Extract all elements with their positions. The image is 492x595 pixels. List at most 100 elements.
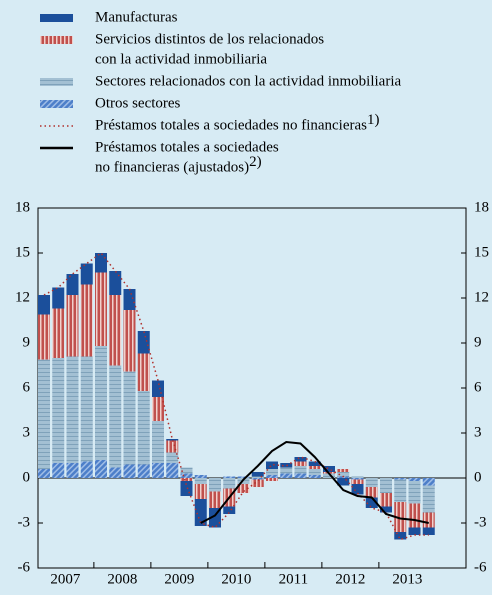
series-line [43, 251, 429, 541]
y-tick-label: -6 [18, 559, 31, 575]
bar-segment [365, 478, 378, 487]
bar-segment [152, 397, 164, 421]
x-tick-label: 2008 [107, 571, 137, 587]
bar-segment [109, 271, 122, 295]
bar-segment [80, 461, 93, 478]
bar-segment [408, 481, 421, 504]
legend-label: Otros sectores [95, 95, 181, 111]
bar-segment [209, 491, 221, 508]
bar-segment [365, 487, 378, 498]
y2-tick-label: -3 [474, 514, 487, 530]
bar-segment [80, 263, 93, 285]
bar-segment [280, 473, 293, 478]
legend-swatch [40, 14, 73, 22]
bar-segment [137, 464, 150, 478]
bar-segment [209, 478, 221, 492]
legend-swatch [40, 36, 73, 44]
bar-segment [180, 478, 193, 481]
bar-segment [251, 476, 264, 478]
bar-segment [337, 472, 350, 477]
bar-segment [38, 295, 50, 315]
bar-segment [394, 502, 407, 532]
x-tick-label: 2009 [164, 571, 194, 587]
bar-segment [380, 478, 392, 493]
bar-segment [123, 464, 136, 478]
bar-segment [109, 365, 122, 468]
bar-segment [223, 476, 236, 478]
bar-segment [95, 272, 107, 346]
legend-swatch [40, 100, 73, 108]
bar-segment [266, 475, 278, 478]
bar-segment [66, 274, 79, 295]
bar-segment [52, 463, 65, 478]
bar-segment [166, 463, 179, 478]
y2-tick-label: 12 [474, 289, 489, 305]
y-tick-label: 9 [23, 334, 31, 350]
x-tick-label: 2010 [221, 571, 251, 587]
bar-segment [123, 371, 136, 465]
bar-segment [95, 253, 107, 273]
legend-label: Manufacturas [95, 9, 178, 25]
bar-segment [237, 476, 250, 478]
bar-segment [38, 469, 50, 478]
bar-segment [66, 356, 79, 463]
legend-swatch [40, 78, 73, 86]
legend-label: Servicios distintos de los relacionados [95, 31, 324, 47]
bar-segment [223, 506, 236, 514]
bar-segment [251, 472, 264, 477]
y-tick-label: 3 [23, 424, 31, 440]
y2-tick-label: 18 [474, 199, 489, 215]
bar-segment [152, 421, 164, 463]
bar-segment [109, 467, 122, 478]
bar-segment [323, 473, 335, 478]
bar-segment [422, 485, 435, 513]
bar-segment [123, 310, 136, 372]
bar-segment [80, 284, 93, 357]
bar-segment [194, 478, 207, 484]
bar-segment [394, 478, 407, 480]
bar-segment [194, 475, 207, 478]
bar-segment [351, 479, 364, 484]
bar-segment [194, 499, 207, 526]
bar-segment [52, 358, 65, 463]
y-tick-label: -3 [18, 514, 31, 530]
bar-segment [351, 484, 364, 495]
y-tick-label: 15 [15, 244, 30, 260]
bar-segment [66, 295, 79, 357]
bar-segment [422, 527, 435, 535]
legend-label: con la actividad inmobiliaria [95, 51, 267, 67]
x-tick-label: 2012 [335, 571, 365, 587]
bar-segment [394, 479, 407, 502]
x-tick-label: 2011 [279, 571, 308, 587]
y2-tick-label: 9 [474, 334, 482, 350]
bar-segment [194, 484, 207, 499]
y2-tick-label: 15 [474, 244, 489, 260]
bar-segment [365, 497, 378, 508]
y-tick-label: 18 [15, 199, 30, 215]
bar-segment [380, 506, 392, 513]
bar-segment [152, 463, 164, 478]
bar-segment [180, 467, 193, 474]
bar-segment [266, 478, 278, 481]
bar-segment [152, 380, 164, 397]
x-tick-label: 2013 [392, 571, 422, 587]
x-tick-label: 2007 [50, 571, 81, 587]
bar-segment [166, 440, 179, 453]
bar-segment [308, 469, 321, 475]
bar-segment [422, 478, 435, 486]
y-tick-label: 6 [23, 379, 31, 395]
bar-segment [137, 391, 150, 465]
bar-segment [294, 457, 307, 462]
y-tick-label: 0 [23, 469, 31, 485]
bar-segment [337, 478, 350, 486]
bar-segment [223, 478, 236, 489]
bar-segment [251, 479, 264, 487]
bar-segment [109, 295, 122, 366]
series-line [200, 440, 429, 524]
bar-segment [266, 469, 278, 475]
bar-segment [237, 484, 250, 493]
bar-segment [137, 331, 150, 354]
legend-label: Préstamos totales a sociedades no financ… [95, 112, 380, 133]
bar-segment [66, 463, 79, 478]
